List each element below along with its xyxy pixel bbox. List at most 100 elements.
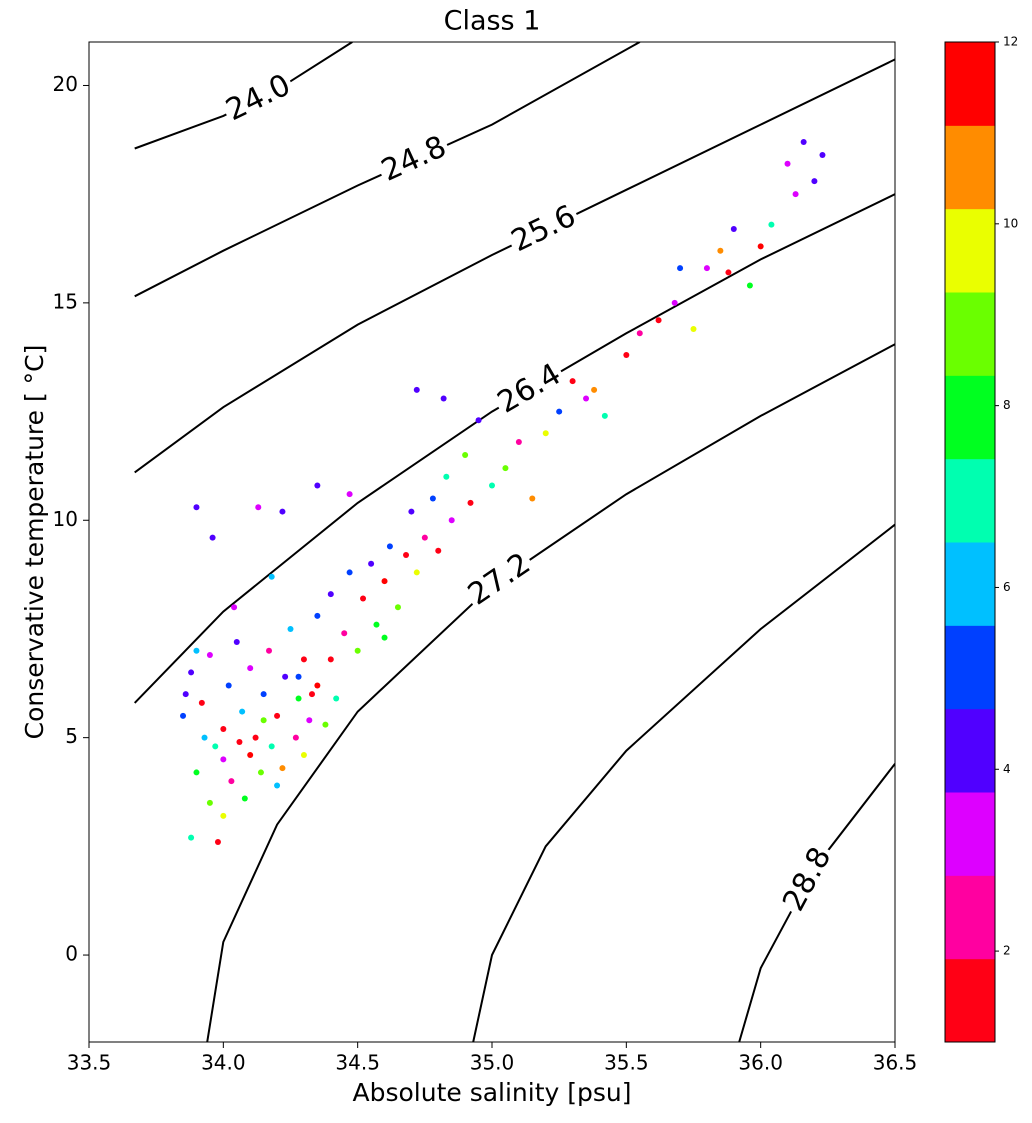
colorbar-segment xyxy=(945,958,995,1043)
scatter-point xyxy=(346,491,353,498)
scatter-point xyxy=(403,552,410,559)
scatter-point xyxy=(279,508,286,515)
scatter-point xyxy=(233,639,240,645)
scatter-point xyxy=(601,412,608,419)
colorbar-tick-label: 8 xyxy=(1003,398,1011,412)
contour-label-bg xyxy=(490,357,570,422)
scatter-point xyxy=(295,695,302,702)
scatter-point xyxy=(314,682,321,689)
scatter-point xyxy=(448,517,455,524)
contour-line xyxy=(738,763,895,1042)
scatter-point xyxy=(220,812,227,819)
x-tick-label: 34.5 xyxy=(335,1051,380,1075)
y-tick-label: 10 xyxy=(53,507,78,531)
scatter-point xyxy=(381,634,388,641)
scatter-point xyxy=(193,647,200,654)
x-tick-label: 36.5 xyxy=(873,1051,918,1075)
scatter-point xyxy=(239,708,246,715)
scatter-point xyxy=(287,625,294,632)
scatter-point xyxy=(360,595,367,602)
scatter-point xyxy=(300,752,307,759)
scatter-point xyxy=(717,247,724,254)
scatter-point xyxy=(757,243,764,250)
scatter-point xyxy=(784,160,791,167)
scatter-point xyxy=(768,221,775,228)
scatter-point xyxy=(231,604,238,611)
scatter-point xyxy=(440,395,447,402)
colorbar-tick-label: 12 xyxy=(1003,35,1018,49)
scatter-point xyxy=(655,317,662,324)
scatter-point xyxy=(228,778,235,785)
colorbar-tick-label: 6 xyxy=(1003,580,1011,594)
scatter-point xyxy=(193,769,200,776)
scatter-point xyxy=(671,299,678,306)
y-tick-label: 20 xyxy=(53,72,78,96)
colorbar-segment xyxy=(945,125,995,210)
scatter-point xyxy=(257,769,264,776)
colorbar-segment xyxy=(945,458,995,543)
plot-area xyxy=(133,42,895,1042)
x-tick-label: 35.0 xyxy=(470,1051,515,1075)
y-tick-label: 15 xyxy=(53,289,78,313)
colorbar-segment xyxy=(945,375,995,460)
scatter-point xyxy=(193,504,200,511)
colorbar-segment xyxy=(945,625,995,710)
scatter-point xyxy=(583,395,590,402)
contour-label-bg xyxy=(219,68,299,129)
scatter-point xyxy=(443,473,450,480)
scatter-point xyxy=(274,712,281,719)
scatter-point xyxy=(322,721,329,728)
colorbar-segment xyxy=(945,208,995,293)
scatter-point xyxy=(435,547,442,554)
scatter-point xyxy=(394,604,401,611)
colorbar-segment xyxy=(945,792,995,876)
contour-label-bg xyxy=(374,130,454,190)
colorbar-segment xyxy=(945,875,995,960)
scatter-point xyxy=(529,495,536,502)
scatter-point xyxy=(800,139,807,145)
colorbar-frame xyxy=(944,41,996,1043)
scatter-point xyxy=(746,282,753,289)
x-tick-label: 33.5 xyxy=(67,1051,112,1075)
scatter-point xyxy=(274,782,281,789)
scatter-point xyxy=(636,330,643,337)
contour-label: 25.6 xyxy=(506,199,581,260)
scatter-point xyxy=(247,752,254,759)
colorbar-segment xyxy=(945,292,995,376)
scatter-point xyxy=(623,352,630,359)
scatter-point xyxy=(260,691,267,698)
contour-label-group: 24.8 xyxy=(374,129,454,190)
plot-frame xyxy=(88,41,896,1043)
scatter-point xyxy=(725,269,732,276)
contour-label-bg xyxy=(461,546,539,614)
contour-line xyxy=(133,193,895,704)
scatter-point xyxy=(542,430,549,437)
scatter-point xyxy=(306,717,313,724)
scatter-point xyxy=(690,325,697,332)
contour-line xyxy=(134,42,641,298)
scatter-point xyxy=(308,691,315,698)
scatter-point xyxy=(421,534,428,541)
scatter-point xyxy=(220,725,227,732)
scatter-point xyxy=(502,465,509,472)
scatter-point xyxy=(730,225,737,232)
scatter-point xyxy=(792,191,799,198)
scatter-point xyxy=(327,656,334,663)
contour-label: 24.8 xyxy=(376,129,451,188)
scatter-point xyxy=(591,386,598,393)
scatter-point xyxy=(354,647,361,654)
scatter-point xyxy=(206,799,213,806)
scatter-point xyxy=(209,534,216,541)
colorbar-segment xyxy=(945,42,995,126)
scatter-point xyxy=(214,839,221,845)
colorbar-tick-label: 2 xyxy=(1003,944,1011,958)
contour-label-group: 25.6 xyxy=(504,199,584,260)
scatter-point xyxy=(368,560,375,567)
colorbar-tick-label: 4 xyxy=(1003,762,1011,776)
contour-label-group: 28.8 xyxy=(776,840,840,920)
scatter-point xyxy=(247,665,254,672)
scatter-point xyxy=(201,734,208,741)
contour-label-bg xyxy=(777,840,840,920)
colorbar-segment xyxy=(945,542,995,626)
